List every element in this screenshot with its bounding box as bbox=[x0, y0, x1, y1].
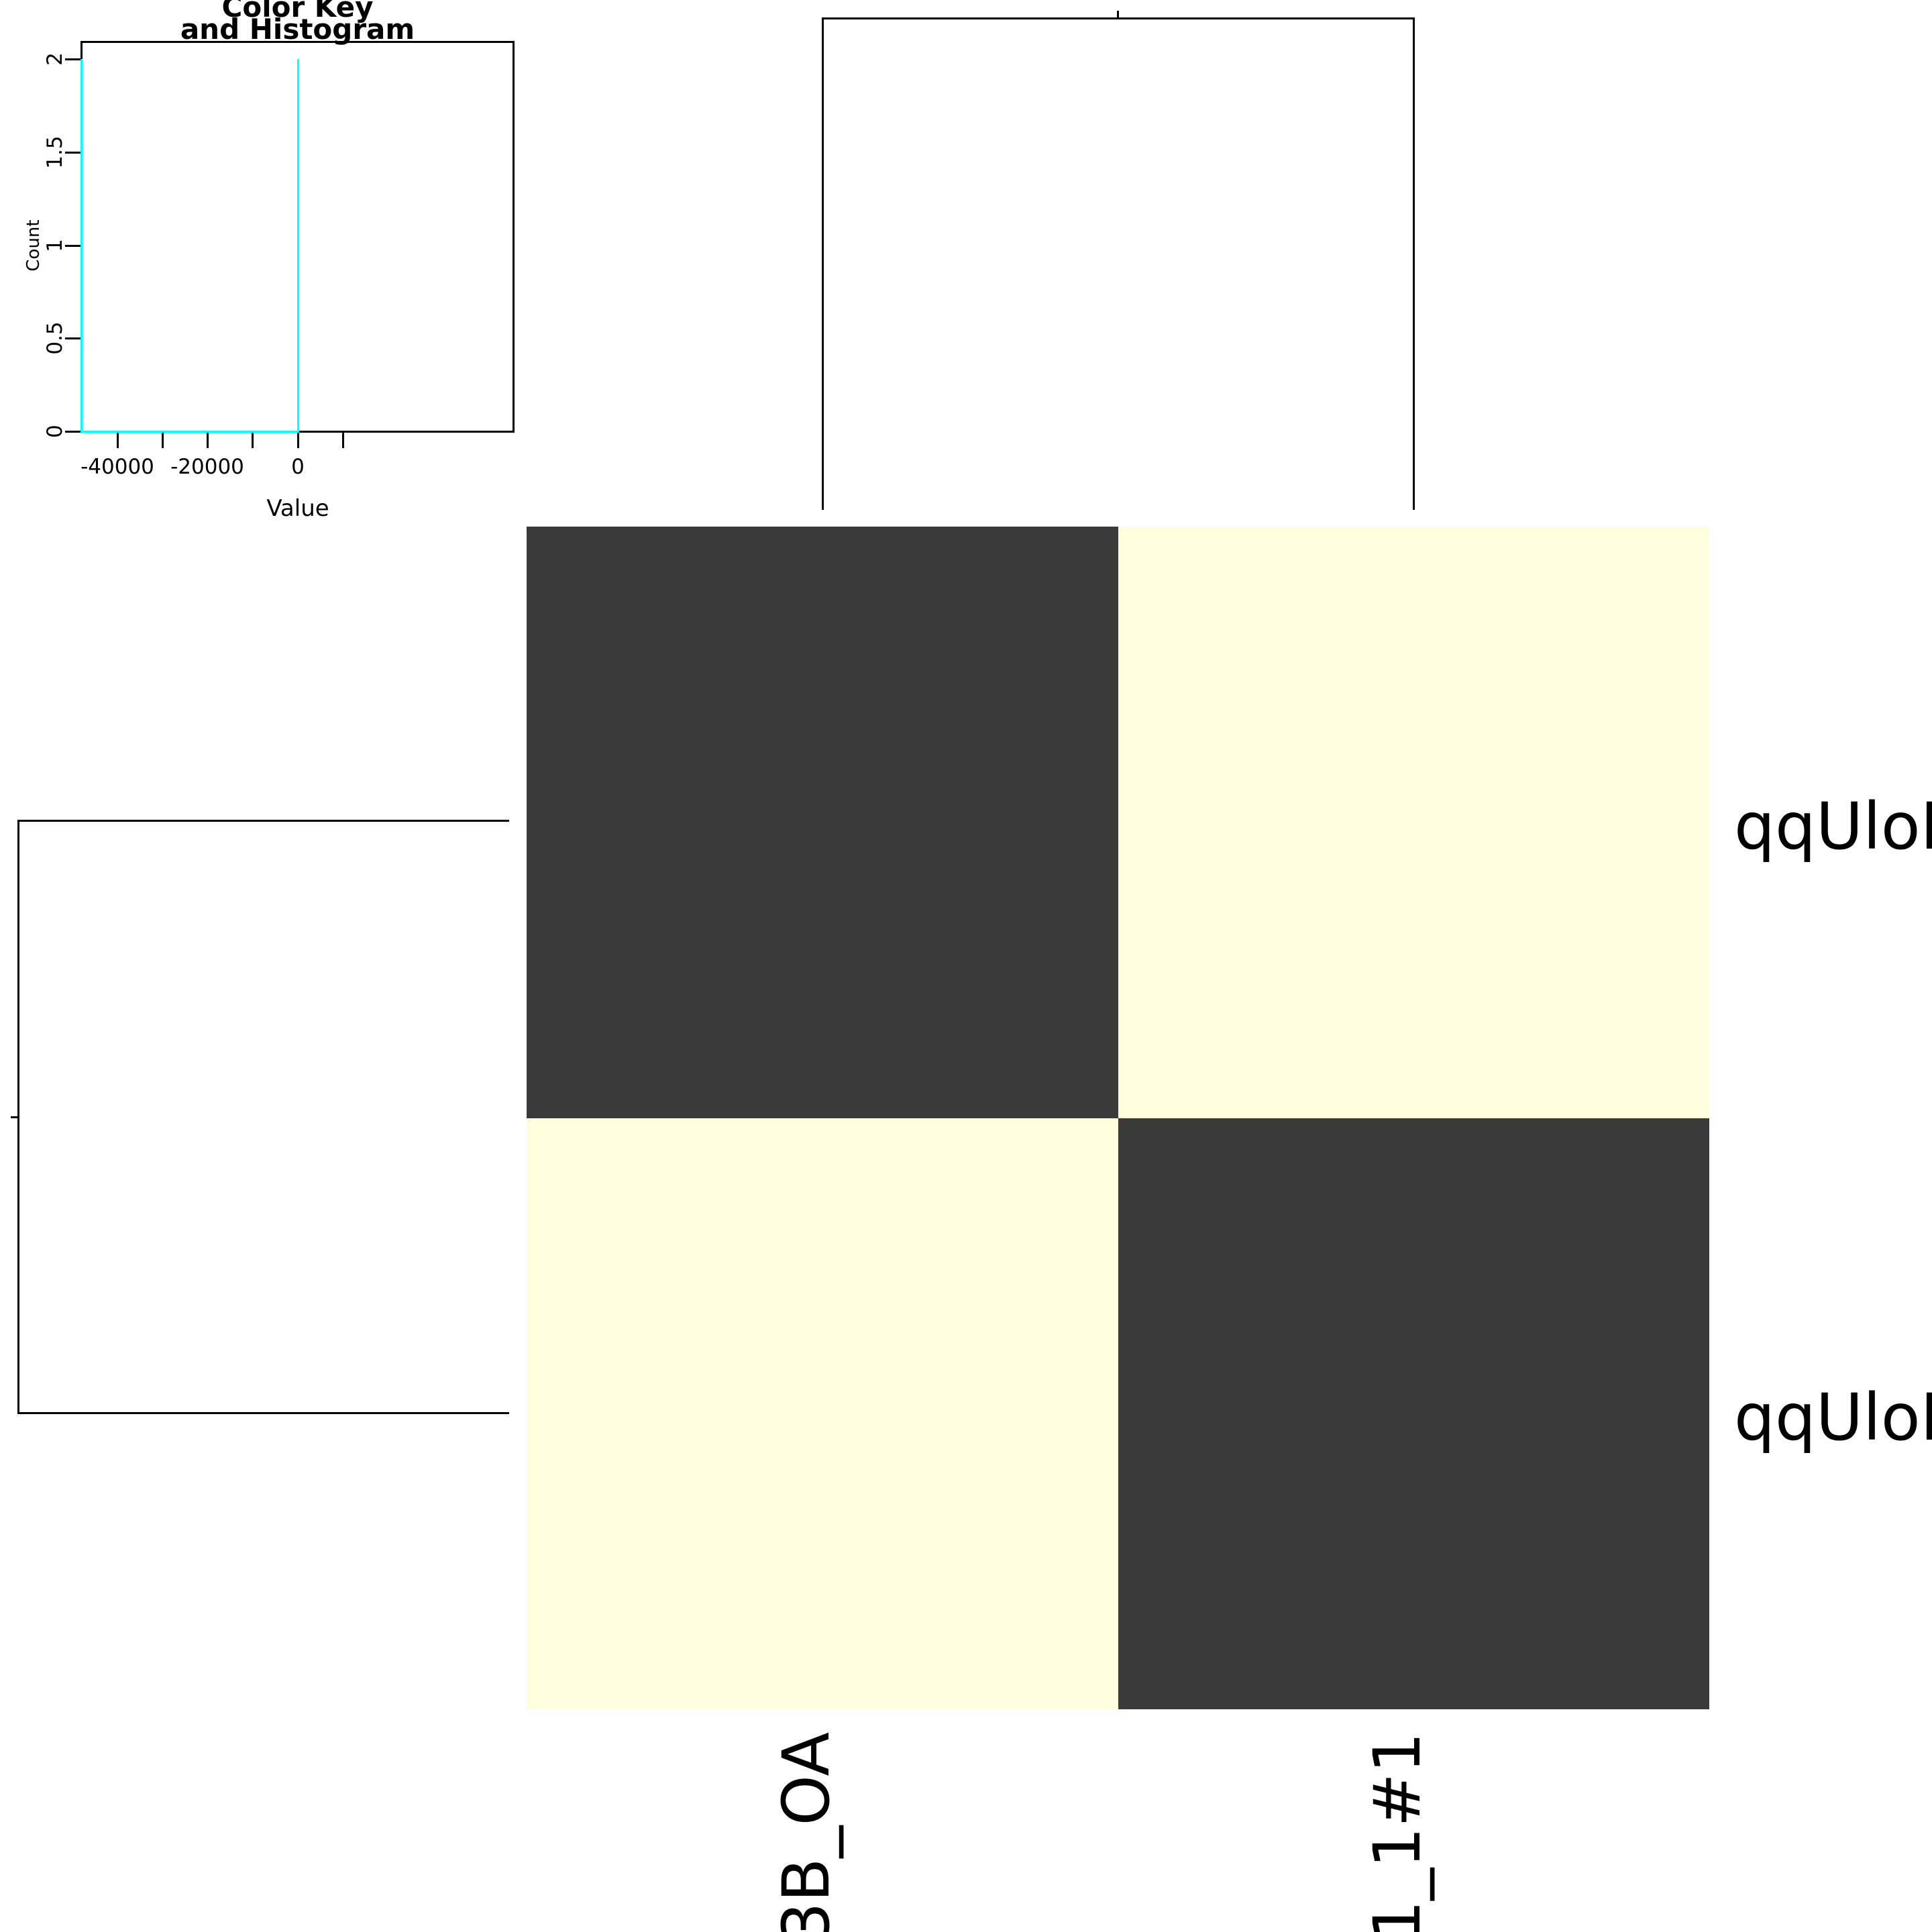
y-tick-label: 1 bbox=[43, 239, 67, 252]
row-label-2: qqUloI bbox=[1734, 1380, 1932, 1455]
y-tick-label: 2 bbox=[43, 52, 67, 66]
row-dendro-merge-bar bbox=[17, 820, 19, 1414]
heatmap-cell-r1c2 bbox=[1118, 527, 1709, 1118]
heatmap-cell-r2c1 bbox=[527, 1118, 1118, 1709]
count-axis-label: Count bbox=[23, 219, 44, 272]
col-label-1: 3B_OA bbox=[769, 1732, 844, 1932]
x-tick bbox=[207, 433, 209, 448]
row-dendro-leaf-bottom bbox=[17, 1412, 509, 1414]
histogram-spike-zero bbox=[297, 59, 299, 433]
y-tick bbox=[65, 431, 80, 433]
x-tick-label: -20000 bbox=[170, 455, 244, 479]
col-dendro-root bbox=[1117, 11, 1119, 19]
y-tick bbox=[65, 245, 80, 247]
histogram-baseline bbox=[80, 431, 299, 433]
y-tick bbox=[65, 337, 80, 339]
x-tick bbox=[252, 433, 254, 448]
heatmap-cell-r1c1 bbox=[527, 527, 1118, 1118]
row-dendro-root bbox=[11, 1116, 17, 1118]
col-dendro-leaf-right bbox=[1413, 17, 1415, 510]
x-tick bbox=[297, 433, 299, 448]
y-tick-label: 0 bbox=[43, 425, 67, 438]
y-tick bbox=[65, 152, 80, 154]
x-tick bbox=[162, 433, 164, 448]
y-tick-label: 1.5 bbox=[43, 136, 67, 169]
color-key-title-line2: and Histogram bbox=[180, 13, 415, 46]
col-label-2: 1_1#1 bbox=[1360, 1732, 1435, 1932]
y-tick-label: 0.5 bbox=[43, 321, 67, 355]
color-key-title-line1: Color Key bbox=[221, 0, 374, 23]
x-tick-label: 0 bbox=[291, 455, 305, 479]
heatmap-cell-r2c2 bbox=[1118, 1118, 1709, 1709]
col-dendro-leaf-left bbox=[822, 17, 824, 510]
row-dendro-leaf-top bbox=[17, 820, 509, 822]
y-tick bbox=[65, 58, 80, 60]
col-dendro-merge-bar bbox=[822, 17, 1415, 19]
row-label-1: qqUloI bbox=[1734, 789, 1932, 864]
x-tick bbox=[117, 433, 119, 448]
histogram-spike-min bbox=[80, 59, 83, 433]
x-tick-label: -40000 bbox=[80, 455, 154, 479]
x-tick bbox=[342, 433, 344, 448]
value-axis-label: Value bbox=[266, 495, 329, 522]
